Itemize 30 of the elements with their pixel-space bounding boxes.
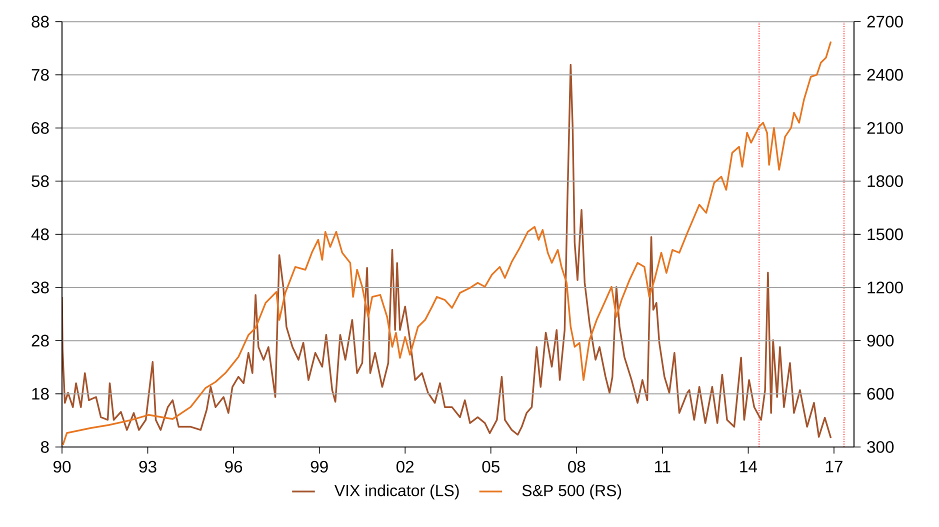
y2-tick-label: 600 (867, 388, 894, 400)
y2-tick-label: 2100 (867, 122, 903, 134)
x-tick-label: 93 (139, 460, 156, 473)
legend-label: S&P 500 (RS) (522, 484, 622, 500)
y-tick-label: 18 (32, 388, 49, 400)
y-tick-label: 48 (31, 228, 49, 240)
x-tick-label: 90 (54, 460, 71, 473)
legend-label: VIX indicator (LS) (334, 484, 459, 500)
x-tick-label: 14 (740, 460, 757, 472)
y-tick-label: 88 (32, 16, 49, 28)
x-tick-label: 08 (568, 460, 586, 473)
x-tick-label: 96 (225, 460, 242, 473)
y-tick-label: 38 (32, 282, 49, 294)
y-tick-label: 68 (32, 122, 49, 134)
x-tick-label: 99 (310, 460, 328, 473)
y2-tick-label: 1500 (868, 228, 903, 240)
y2-tick-label: 2700 (867, 16, 903, 28)
y-tick-label: 58 (32, 175, 49, 188)
y-tick-label: 8 (40, 441, 49, 453)
x-tick-label: 05 (482, 460, 500, 473)
y2-tick-label: 300 (867, 441, 894, 453)
y2-tick-label: 2400 (867, 68, 903, 81)
y2-tick-label: 1200 (868, 282, 903, 294)
y-tick-label: 78 (32, 68, 49, 81)
x-tick-label: 17 (826, 460, 842, 472)
y2-tick-label: 1800 (868, 175, 903, 188)
y-tick-label: 28 (32, 334, 49, 347)
x-tick-label: 02 (396, 460, 414, 473)
x-tick-label: 11 (655, 460, 670, 472)
y2-tick-label: 900 (867, 334, 894, 347)
